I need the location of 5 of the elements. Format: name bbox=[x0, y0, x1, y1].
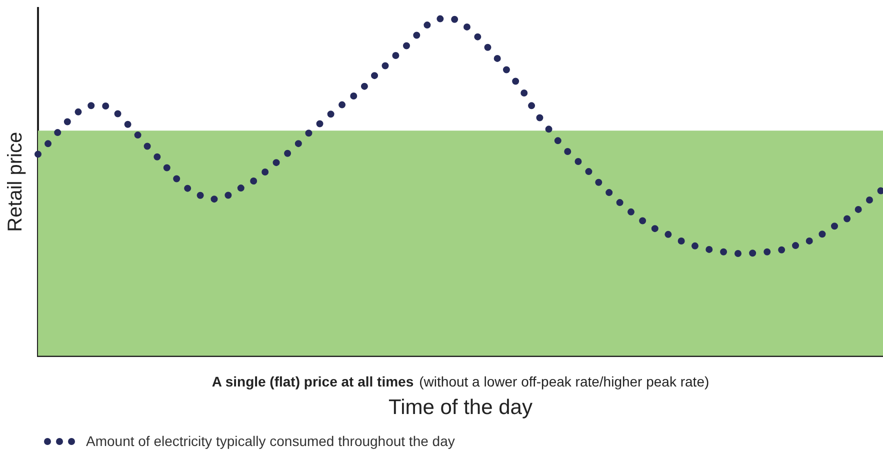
y-axis-title: Retail price bbox=[4, 132, 27, 232]
x-axis-title: Time of the day bbox=[388, 396, 533, 420]
text: (without a lower off-peak rate/higher peak rate) bbox=[419, 374, 710, 390]
text: A single (flat) price at all times bbox=[212, 374, 414, 390]
legend-label: Amount of electricity typically consumed throughout the day bbox=[86, 433, 455, 449]
